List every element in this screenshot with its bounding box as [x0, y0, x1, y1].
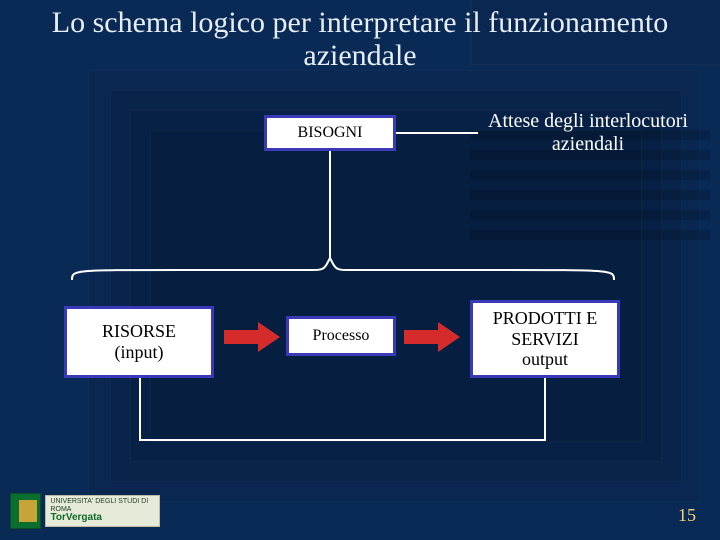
- slide-title: Lo schema logico per interpretare il fun…: [30, 6, 690, 72]
- node-bisogni: BISOGNI: [264, 115, 396, 151]
- logo-text: UNIVERSITA' DEGLI STUDI DI ROMA TorVerga…: [45, 495, 160, 526]
- annotation-attese: Attese degli interlocutori aziendali: [478, 110, 698, 156]
- node-processo: Processo: [286, 316, 396, 356]
- logo-mark: [10, 493, 41, 529]
- logo-line2: TorVergata: [50, 513, 155, 524]
- node-prodotti: PRODOTTI ESERVIZIoutput: [470, 300, 620, 378]
- logo-line1: UNIVERSITA' DEGLI STUDI DI ROMA: [50, 498, 148, 512]
- slide: Lo schema logico per interpretare il fun…: [0, 0, 720, 540]
- slide-number: 15: [678, 505, 696, 526]
- university-logo: UNIVERSITA' DEGLI STUDI DI ROMA TorVerga…: [10, 492, 160, 530]
- node-risorse: RISORSE(input): [64, 306, 214, 378]
